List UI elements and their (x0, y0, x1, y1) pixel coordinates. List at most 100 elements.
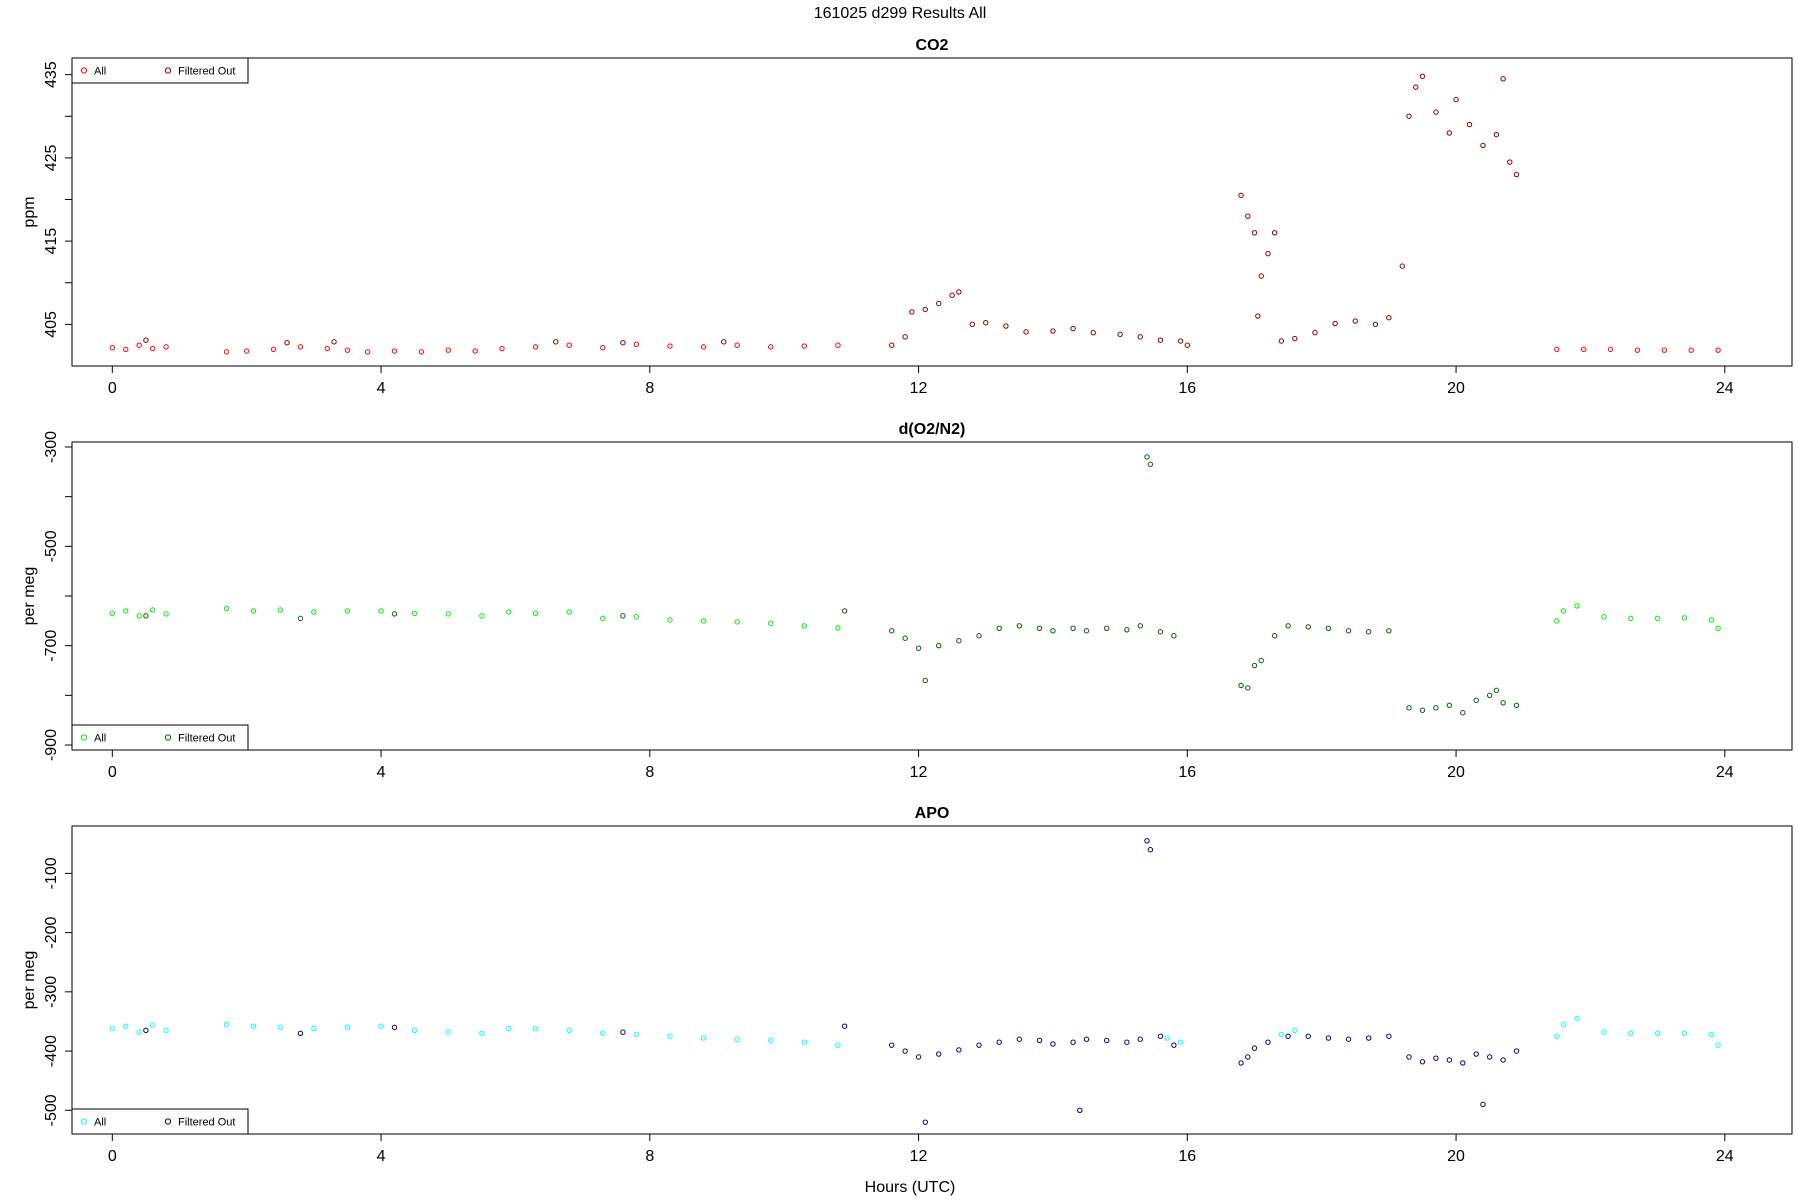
co2-legend-marker (164, 67, 172, 74)
o2n2-data-point (277, 607, 283, 613)
o2n2-xtick-label: 4 (377, 764, 386, 781)
apo-data-point (1500, 1057, 1506, 1063)
co2-data-point (1137, 334, 1143, 340)
o2n2-panel: d(O2/N2) per meg 0 4 8 12 16 20 24 -300 -500 -700 -9… (21, 421, 1793, 781)
co2-data-point (1271, 230, 1278, 236)
apo-data-point (915, 1054, 922, 1060)
o2n2-data-point (1560, 608, 1567, 614)
co2-data-point (721, 339, 727, 345)
o2n2-data-point (136, 613, 142, 619)
co2-data-point (1157, 337, 1164, 343)
co2-data-point (1278, 338, 1285, 344)
apo-data-point (1137, 1036, 1143, 1042)
o2n2-data-point (835, 625, 841, 631)
co2-data-point (324, 345, 331, 352)
o2n2-data-point (411, 610, 418, 617)
co2-data-point (902, 334, 908, 340)
apo-data-point (1177, 1039, 1184, 1045)
o2n2-data-point (223, 605, 230, 612)
o2n2-data-point (633, 614, 640, 620)
o2n2-data-point (1406, 705, 1412, 711)
co2-series-filtered-out (143, 73, 1520, 348)
co2-legend-box (71, 57, 249, 84)
co2-xtick-label: 8 (645, 380, 654, 397)
o2n2-data-point (532, 610, 539, 617)
apo-data-point (1164, 1035, 1170, 1041)
o2n2-data-point (1103, 625, 1110, 631)
o2n2-data-point (1245, 685, 1251, 691)
co2-data-point (1184, 342, 1191, 348)
o2n2-xtick-label: 0 (108, 764, 117, 781)
co2-data-point (1493, 131, 1500, 138)
apo-data-point (1265, 1039, 1271, 1045)
o2n2-data-point (143, 613, 149, 619)
co2-data-point (1003, 323, 1009, 329)
o2n2-ytick-label: -700 (43, 630, 60, 662)
o2n2-data-point (149, 607, 156, 613)
o2n2-data-point (620, 613, 626, 619)
figure-xlabel: Hours (UTC) (865, 1179, 956, 1196)
o2n2-data-point (841, 608, 848, 614)
apo-data-point (1251, 1045, 1258, 1051)
apo-data-point (633, 1031, 640, 1038)
co2-data-point (1661, 347, 1668, 353)
co2-data-point (969, 321, 976, 328)
co2-data-point (1715, 347, 1721, 353)
co2-data-point (1688, 347, 1694, 353)
apo-ytick-label: -200 (43, 917, 60, 949)
apo-data-point (1171, 1042, 1177, 1048)
co2-data-point (1419, 73, 1426, 80)
co2-legend: All Filtered Out (71, 57, 249, 84)
apo-data-point (1016, 1036, 1023, 1042)
apo-xtick-label: 24 (1716, 1148, 1734, 1165)
o2n2-data-point (700, 618, 707, 624)
co2-data-point (734, 342, 740, 348)
apo-data-point (149, 1022, 156, 1028)
o2n2-ytick-label: -300 (43, 431, 60, 463)
apo-data-point (1305, 1033, 1311, 1039)
o2n2-data-point (163, 611, 169, 617)
co2-data-point (1500, 76, 1506, 82)
apo-data-point (1460, 1060, 1466, 1066)
o2n2-data-point (936, 642, 942, 649)
o2n2-data-point (1157, 629, 1164, 635)
co2-plot-frame (71, 57, 1793, 367)
apo-data-point (1654, 1030, 1661, 1037)
co2-data-point (801, 343, 808, 349)
o2n2-data-point (922, 677, 928, 684)
co2-data-point (1634, 347, 1641, 353)
o2n2-data-point (1715, 625, 1721, 631)
co2-data-point (1453, 96, 1459, 103)
apo-data-point (902, 1048, 908, 1054)
apo-ylabel: per meg (21, 951, 38, 1010)
o2n2-data-point (734, 619, 740, 625)
o2n2-data-point (479, 613, 485, 619)
co2-data-point (123, 346, 129, 353)
co2-data-point (472, 348, 478, 354)
apo-data-point (700, 1035, 707, 1041)
co2-data-point (1446, 130, 1453, 136)
o2n2-legend-label: All (94, 733, 106, 745)
o2n2-data-point (1147, 461, 1154, 468)
o2n2-data-point (250, 608, 257, 614)
apo-data-point (1554, 1033, 1560, 1039)
o2n2-data-point (566, 609, 572, 615)
apo-data-point (600, 1030, 606, 1037)
co2-ytick-label: 425 (43, 144, 60, 171)
o2n2-data-point (1251, 662, 1258, 669)
co2-data-point (270, 346, 277, 353)
co2-data-point (284, 339, 290, 346)
o2n2-data-point (1050, 628, 1056, 634)
o2n2-data-point (956, 638, 962, 644)
co2-data-point (1406, 113, 1412, 119)
co2-data-point (1050, 328, 1056, 334)
co2-data-point (163, 344, 169, 350)
apo-data-point (1406, 1054, 1412, 1060)
apo-data-point (1124, 1039, 1130, 1045)
o2n2-data-point (888, 628, 895, 634)
o2n2-data-point (1554, 618, 1560, 624)
o2n2-data-point (1513, 702, 1520, 708)
apo-xtick-label: 0 (108, 1148, 117, 1165)
apo-legend: All Filtered Out (71, 1108, 249, 1135)
